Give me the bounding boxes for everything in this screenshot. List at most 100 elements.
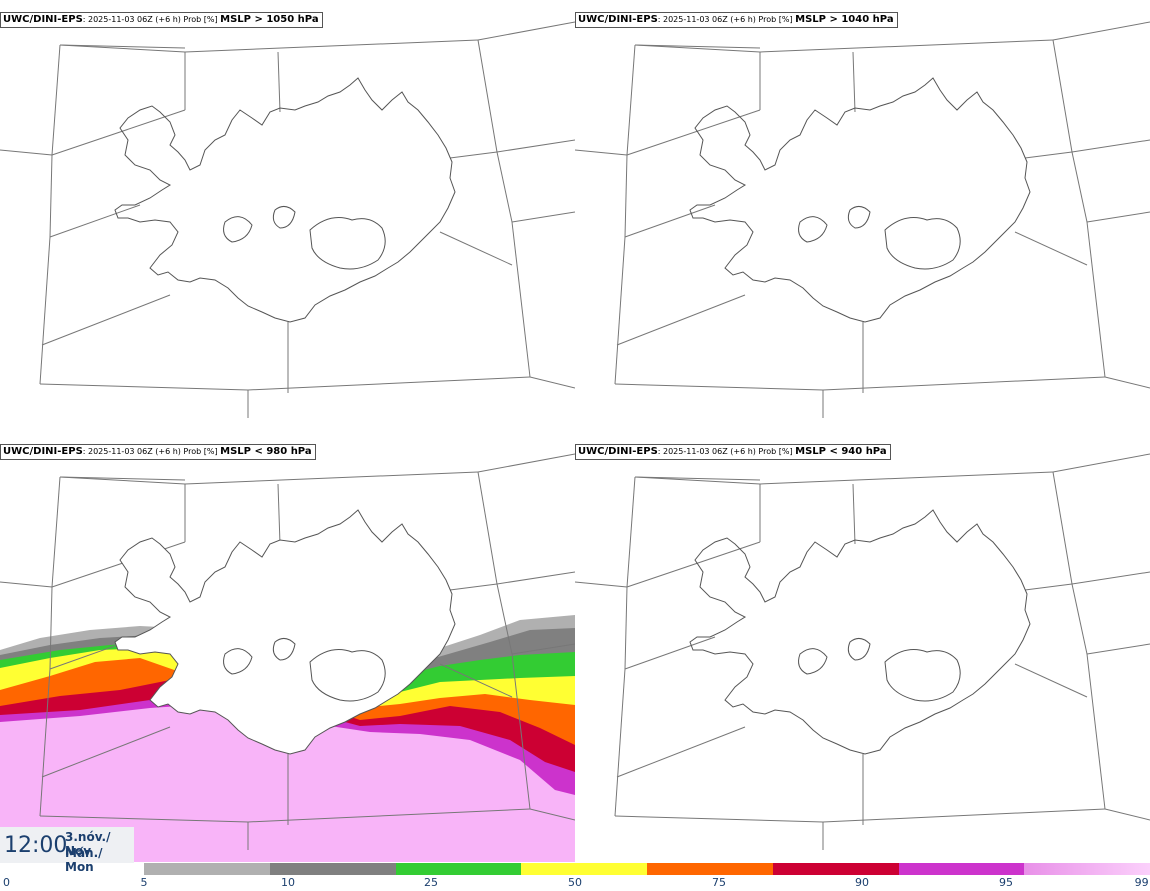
graticule-line — [496, 151, 513, 223]
map-graticule — [575, 453, 1150, 850]
glacier-outline — [798, 648, 828, 675]
run-info: : 2025-11-03 06Z (+6 h) Prob [%] — [657, 15, 796, 24]
graticule-line — [59, 476, 186, 481]
graticule-line — [626, 476, 636, 588]
map-panel-3: UWC/DINI-EPS: 2025-11-03 06Z (+6 h) Prob… — [0, 432, 575, 862]
run-info: : 2025-11-03 06Z (+6 h) Prob [%] — [82, 15, 221, 24]
graticule-line — [449, 583, 498, 591]
valid-time-box: 12:00 3.nóv./ Nov Mán./ Mon — [0, 827, 134, 874]
graticule-line — [852, 483, 856, 545]
graticule-line — [39, 815, 249, 823]
graticule-line — [511, 221, 531, 378]
glacier-outline — [309, 217, 386, 270]
graticule-line — [247, 376, 531, 391]
graticule-line — [41, 294, 171, 346]
field-name: MSLP > 1040 hPa — [795, 14, 894, 25]
graticule-line — [634, 476, 761, 481]
graticule-line — [634, 44, 761, 53]
field-name: MSLP < 940 hPa — [795, 446, 887, 457]
graticule-line — [1052, 21, 1150, 41]
glacier-outline — [847, 638, 871, 661]
color-scale-ticks: 0 5 10 25 50 75 90 95 99 — [0, 876, 1150, 891]
graticule-line — [616, 726, 746, 778]
coastline — [114, 509, 456, 755]
graticule-line — [1086, 211, 1150, 223]
graticule-line — [477, 453, 575, 473]
graticule-line — [49, 586, 53, 670]
graticule-line — [0, 149, 53, 156]
graticule-line — [39, 668, 51, 817]
panel-title: UWC/DINI-EPS: 2025-11-03 06Z (+6 h) Prob… — [0, 12, 323, 28]
graticule-line — [511, 653, 531, 810]
run-info: : 2025-11-03 06Z (+6 h) Prob [%] — [82, 447, 221, 456]
color-scale-tick-label: 90 — [855, 876, 869, 889]
graticule-line — [277, 51, 281, 113]
valid-date: 3.nóv./ Nov — [65, 830, 111, 858]
glacier-outline — [223, 216, 253, 243]
color-scale-segment — [898, 863, 1025, 875]
coastline — [689, 509, 1031, 755]
color-scale-tick-label: 99 — [1134, 876, 1149, 889]
graticule-line — [477, 21, 575, 41]
graticule-line — [614, 668, 626, 817]
graticule-line — [439, 231, 513, 266]
graticule-line — [39, 236, 51, 385]
panel-title: UWC/DINI-EPS: 2025-11-03 06Z (+6 h) Prob… — [0, 444, 316, 460]
coastline — [114, 77, 456, 323]
graticule-line — [184, 39, 479, 53]
graticule-line — [184, 471, 479, 485]
graticule-line — [575, 149, 628, 156]
color-scale-segment — [1024, 863, 1150, 875]
graticule-line — [1052, 453, 1150, 473]
graticule-line — [614, 236, 626, 385]
graticule-line — [449, 151, 498, 159]
glacier-outline — [798, 216, 828, 243]
color-scale-tick-label: 0 — [3, 876, 10, 889]
map-panel-2: UWC/DINI-EPS: 2025-11-03 06Z (+6 h) Prob… — [575, 0, 1150, 430]
glacier-outline — [272, 638, 296, 661]
graticule-line — [41, 726, 171, 778]
graticule-line — [1071, 151, 1088, 223]
graticule-line — [0, 581, 53, 588]
graticule-line — [1052, 471, 1073, 585]
graticule-line — [822, 808, 1106, 823]
graticule-line — [852, 51, 856, 113]
field-name: MSLP > 1050 hPa — [220, 14, 319, 25]
graticule-line — [59, 44, 186, 49]
graticule-line — [1024, 151, 1073, 159]
graticule-line — [1104, 808, 1150, 821]
field-name: MSLP < 980 hPa — [220, 446, 312, 457]
graticule-line — [624, 204, 716, 238]
graticule-line — [626, 109, 761, 156]
graticule-line — [626, 541, 761, 588]
glacier-outline — [223, 648, 253, 675]
color-scale-bar — [144, 863, 1150, 875]
graticule-line — [614, 383, 824, 391]
graticule-line — [1086, 221, 1106, 378]
glacier-outline — [884, 649, 961, 702]
glacier-outline — [847, 206, 871, 229]
color-scale-tick-label: 75 — [712, 876, 726, 889]
graticule-line — [1052, 39, 1073, 153]
color-scale-segment — [521, 863, 647, 875]
graticule-line — [626, 44, 636, 156]
graticule-line — [51, 44, 61, 156]
valid-day: Mán./ Mon — [65, 846, 103, 874]
panel-title: UWC/DINI-EPS: 2025-11-03 06Z (+6 h) Prob… — [575, 12, 898, 28]
color-scale-segment — [647, 863, 773, 875]
graticule-line — [759, 39, 1054, 53]
graticule-line — [529, 376, 575, 389]
graticule-line — [51, 109, 186, 156]
graticule-line — [616, 294, 746, 346]
color-scale-tick-label: 95 — [999, 876, 1013, 889]
map-panel-4: UWC/DINI-EPS: 2025-11-03 06Z (+6 h) Prob… — [575, 432, 1150, 862]
graticule-line — [1071, 571, 1150, 585]
graticule-line — [624, 636, 716, 670]
graticule-line — [1086, 643, 1150, 655]
coastline — [689, 77, 1031, 323]
graticule-line — [529, 808, 575, 821]
graticule-line — [1071, 139, 1150, 153]
graticule-line — [496, 583, 513, 655]
color-scale-segment — [144, 863, 270, 875]
color-scale-tick-label: 50 — [568, 876, 582, 889]
